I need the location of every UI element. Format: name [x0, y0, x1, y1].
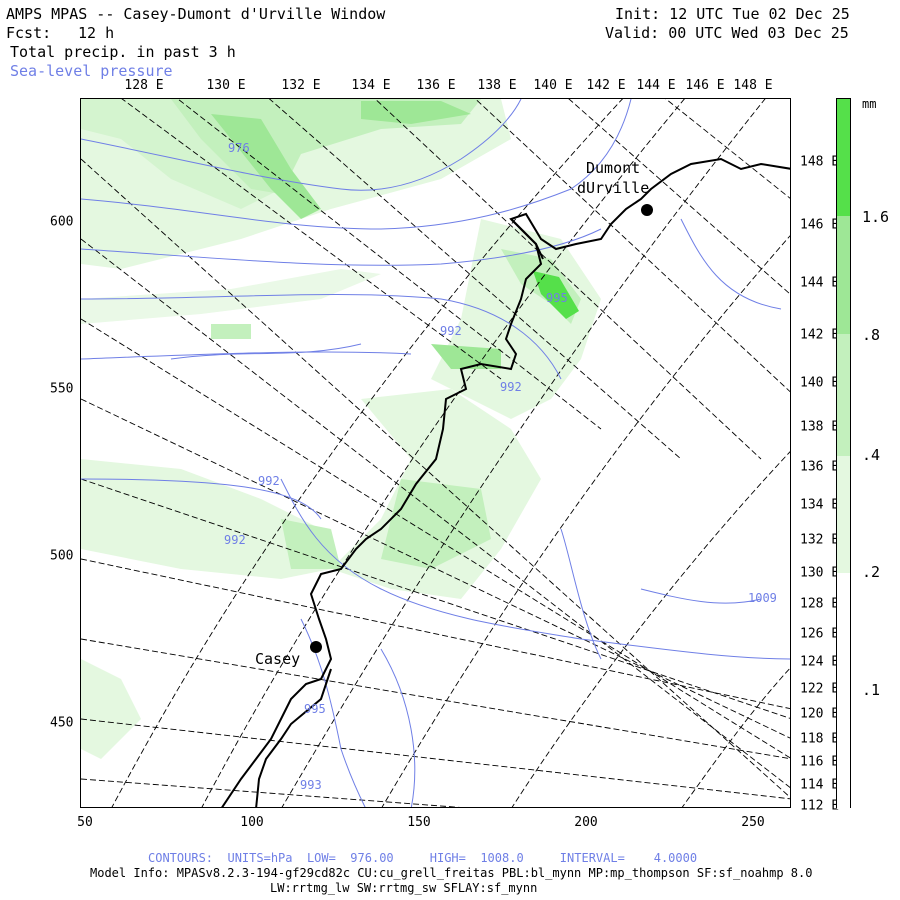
x-tick-label: 50 [77, 815, 93, 830]
lon-label-top: 128 E [124, 78, 164, 93]
contour-label: 992 [500, 380, 522, 394]
contour-label: 992 [224, 533, 246, 547]
contour-label: 976 [228, 141, 250, 155]
colorbar-label: 1.6 [862, 208, 890, 226]
colorbar-seg [837, 456, 850, 573]
contours-info: CONTOURS: UNITS=hPa LOW= 976.00 HIGH= 10… [148, 851, 698, 865]
dumont-durville-station-marker [641, 204, 653, 216]
x-tick-label: 200 [574, 815, 598, 830]
lon-label-right: 122 E [800, 681, 840, 697]
lon-label-right: 118 E [800, 731, 840, 747]
lon-label-top: 140 E [533, 78, 573, 93]
lon-label-right: 146 E [800, 217, 840, 233]
colorbar-unit: mm [862, 97, 877, 111]
y-tick-label: 550 [50, 381, 74, 397]
valid-time: Valid: 00 UTC Wed 03 Dec 25 [605, 24, 849, 42]
y-tick-label: 600 [50, 214, 74, 230]
colorbar-label: .2 [862, 563, 881, 581]
lon-label-top: 130 E [206, 78, 246, 93]
lon-label-right: 148 E [800, 154, 840, 170]
map-canvas [81, 99, 790, 807]
casey-station-marker [310, 641, 322, 653]
lon-label-top: 136 E [416, 78, 456, 93]
graticule [81, 99, 790, 807]
overlay-field-name: Sea-level pressure [10, 62, 173, 80]
colorbar-seg [837, 573, 850, 809]
lon-label-right: 124 E [800, 654, 840, 670]
lon-label-right: 116 E [800, 754, 840, 770]
y-tick-label: 500 [50, 548, 74, 564]
lon-label-top: 148 E [733, 78, 773, 93]
lon-label-right: 130 E [800, 565, 840, 581]
precip-colorbar [836, 98, 851, 809]
lon-label-top: 132 E [281, 78, 321, 93]
durville-station-label: dUrville [577, 179, 650, 197]
lon-label-right: 140 E [800, 375, 840, 391]
precip-shading [81, 99, 601, 759]
casey-station-label: Casey [255, 650, 301, 668]
contour-label: 995 [546, 291, 568, 305]
lon-label-top: 144 E [636, 78, 676, 93]
lon-label-right: 144 E [800, 275, 840, 291]
lon-label-right: 138 E [800, 419, 840, 435]
colorbar-seg [837, 216, 850, 334]
lon-label-right: 134 E [800, 497, 840, 513]
lon-label-right: 112 E [800, 798, 840, 814]
contour-label: 995 [304, 702, 326, 716]
lon-label-right: 126 E [800, 626, 840, 642]
x-tick-label: 100 [240, 815, 264, 830]
map-title: AMPS MPAS -- Casey-Dumont d'Urville Wind… [6, 5, 386, 23]
lon-label-top: 138 E [477, 78, 517, 93]
colorbar-label: .1 [862, 681, 881, 699]
lon-label-right: 114 E [800, 777, 840, 793]
lon-label-top: 146 E [685, 78, 725, 93]
pressure-contours [81, 99, 790, 807]
forecast-hour: 12 h [78, 24, 115, 42]
contour-label: 993 [300, 778, 322, 792]
colorbar-seg [837, 334, 850, 456]
contour-label: 1009 [748, 591, 777, 605]
y-tick-label: 450 [50, 715, 74, 731]
model-info: Model Info: MPASv8.2.3-194-gf29cd82c CU:… [90, 866, 813, 880]
lon-label-top: 142 E [586, 78, 626, 93]
init-time: Init: 12 UTC Tue 02 Dec 25 [615, 5, 850, 23]
model-info-physics: LW:rrtmg_lw SW:rrtmg_sw SFLAY:sf_mynn [270, 881, 538, 895]
contour-label: 992 [258, 474, 280, 488]
lon-label-right: 132 E [800, 532, 840, 548]
lon-label-right: 120 E [800, 706, 840, 722]
contour-label: 992 [440, 324, 462, 338]
field-name: Total precip. in past 3 h [10, 43, 236, 61]
lon-label-right: 136 E [800, 459, 840, 475]
forecast-label: Fcst: [6, 24, 52, 42]
colorbar-seg [837, 99, 850, 216]
map-panel [80, 98, 791, 808]
coastline [221, 157, 790, 807]
dumont-station-label: Dumont [586, 159, 641, 177]
lon-label-right: 128 E [800, 596, 840, 612]
lon-label-top: 134 E [351, 78, 391, 93]
colorbar-label: .4 [862, 446, 881, 464]
colorbar-label: .8 [862, 326, 881, 344]
x-tick-label: 150 [407, 815, 431, 830]
lon-label-right: 142 E [800, 327, 840, 343]
x-tick-label: 250 [741, 815, 765, 830]
